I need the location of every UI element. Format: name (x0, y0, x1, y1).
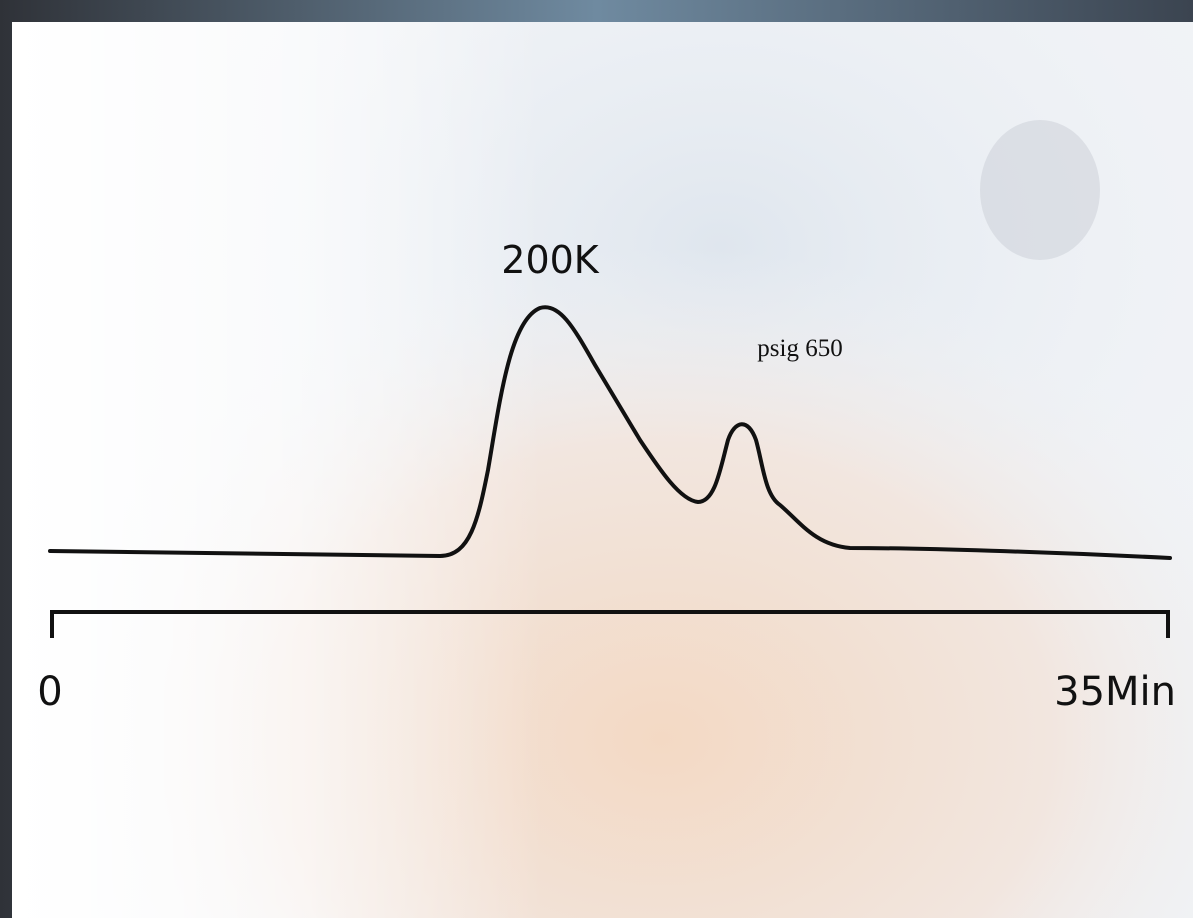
signal-curve (48, 305, 1172, 560)
main-peak-label: 200K (501, 238, 600, 282)
minor-peak-label: psig 650 (757, 335, 842, 362)
panel-fade (12, 22, 1193, 918)
axis-end-label: 35Min (1054, 669, 1176, 715)
axis-start-label: 0 (37, 669, 62, 715)
